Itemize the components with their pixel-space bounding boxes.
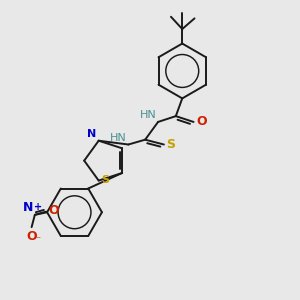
Text: HN: HN — [140, 110, 157, 120]
Text: HN: HN — [110, 133, 127, 143]
Text: N: N — [87, 129, 96, 139]
Text: O: O — [196, 116, 207, 128]
Text: O: O — [48, 205, 59, 218]
Text: +: + — [34, 202, 42, 212]
Text: S: S — [101, 175, 109, 184]
Text: N: N — [23, 201, 33, 214]
Text: ⁻: ⁻ — [35, 235, 40, 245]
Text: O: O — [26, 230, 37, 243]
Text: S: S — [167, 138, 176, 151]
